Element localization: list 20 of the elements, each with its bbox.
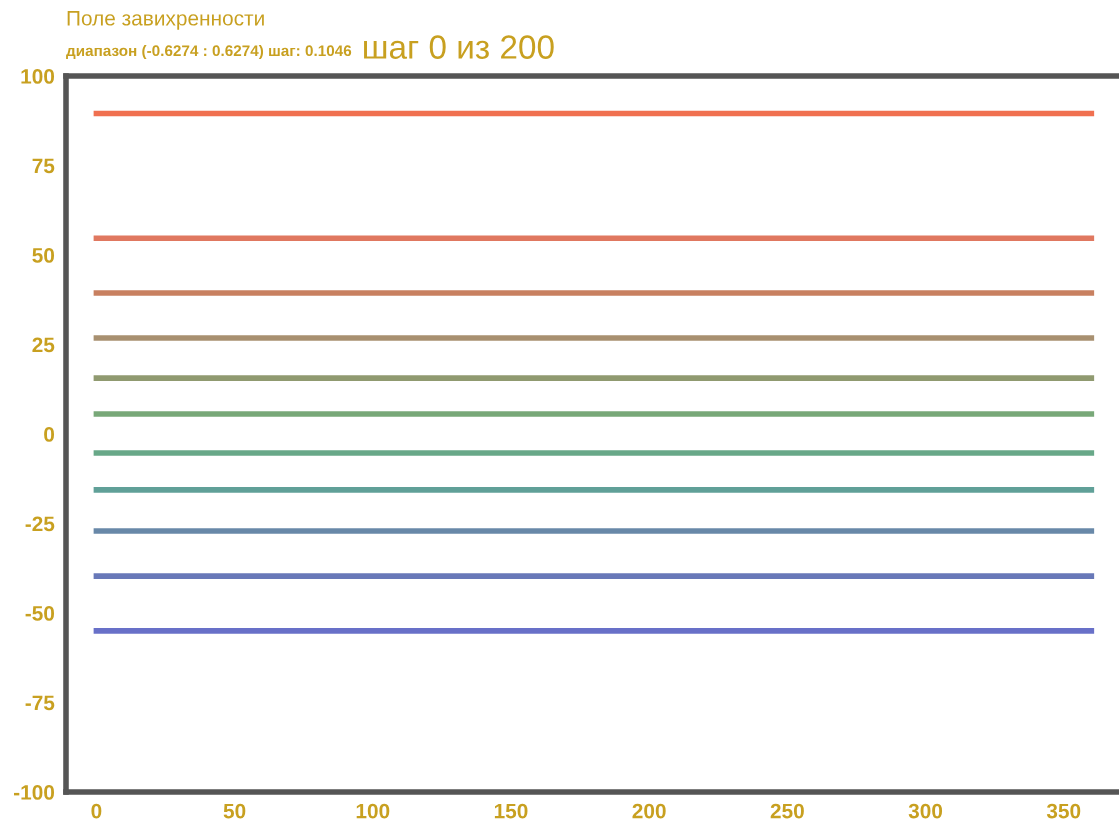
y-tick-label: -50 [25, 606, 55, 621]
y-tick-label: 25 [32, 337, 55, 353]
x-tick-label: 300 [908, 803, 943, 819]
x-tick-label: 50 [223, 803, 246, 819]
y-tick-label: -100 [14, 785, 55, 800]
x-tick-label: 200 [632, 803, 666, 819]
y-tick-label: 50 [32, 248, 55, 263]
chart-subtitle: диапазон (-0.6274 : 0.6274) шаг: 0.1046 [66, 44, 352, 60]
y-tick-label: -75 [25, 695, 55, 711]
y-tick-label: 75 [32, 158, 55, 174]
chart-title: Поле завихренности [67, 11, 264, 30]
y-tick-label: 0 [44, 427, 55, 442]
x-tick-label: 250 [770, 803, 804, 819]
x-tick-label: 0 [91, 803, 102, 819]
x-tick-label: 150 [494, 803, 528, 819]
text: шаг 0 из 200 [364, 35, 554, 59]
x-tick-label: 100 [356, 803, 390, 819]
y-tick-label: 100 [21, 69, 55, 84]
x-tick-label: 350 [1046, 803, 1081, 819]
y-tick-label: -25 [25, 516, 55, 532]
